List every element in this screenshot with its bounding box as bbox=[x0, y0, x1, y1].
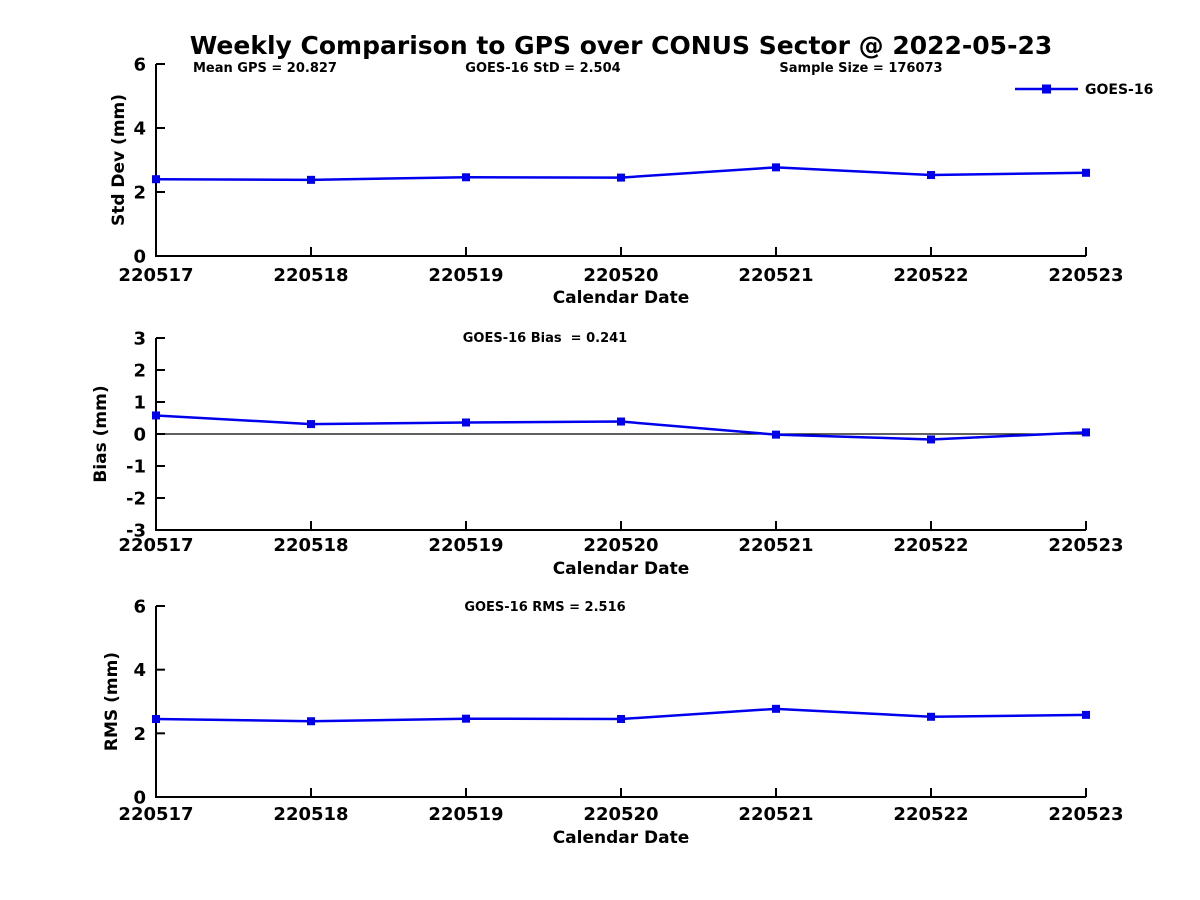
x-axis-label: Calendar Date bbox=[553, 559, 690, 579]
x-tick-label: 220521 bbox=[738, 535, 813, 556]
data-point-marker bbox=[152, 411, 160, 420]
data-point-marker bbox=[307, 717, 315, 726]
legend-marker-icon bbox=[1042, 84, 1051, 94]
data-point-marker bbox=[462, 418, 470, 427]
data-point-marker bbox=[772, 430, 780, 439]
y-tick-label: 4 bbox=[133, 660, 146, 681]
legend-label: GOES-16 bbox=[1085, 82, 1153, 98]
y-tick-label: 4 bbox=[133, 119, 146, 140]
data-point-marker bbox=[307, 175, 315, 184]
data-point-marker bbox=[927, 171, 935, 180]
x-tick-label: 220518 bbox=[273, 265, 348, 286]
data-point-marker bbox=[617, 715, 625, 724]
y-tick-label: 0 bbox=[133, 788, 146, 809]
x-tick-label: 220517 bbox=[118, 265, 193, 286]
chart-title: Weekly Comparison to GPS over CONUS Sect… bbox=[189, 31, 1053, 60]
data-point-marker bbox=[927, 435, 935, 444]
x-tick-label: 220520 bbox=[583, 804, 658, 825]
y-tick-label: -2 bbox=[126, 489, 146, 510]
x-tick-label: 220522 bbox=[893, 535, 968, 556]
y-tick-label: 2 bbox=[133, 183, 146, 204]
annotation: Sample Size = 176073 bbox=[779, 61, 942, 76]
annotation: GOES-16 StD = 2.504 bbox=[465, 61, 620, 76]
data-point-marker bbox=[617, 173, 625, 182]
x-tick-label: 220523 bbox=[1048, 265, 1123, 286]
data-point-marker bbox=[1082, 710, 1090, 719]
y-tick-label: 6 bbox=[133, 597, 146, 618]
x-tick-label: 220519 bbox=[428, 535, 503, 556]
x-tick-label: 220520 bbox=[583, 535, 658, 556]
x-tick-label: 220523 bbox=[1048, 535, 1123, 556]
subplot-rms: 0 2 4 6 220517 220518 220519 220520 220521 220522… bbox=[102, 597, 1124, 849]
y-axis-label: Std Dev (mm) bbox=[109, 94, 129, 226]
y-tick-label: -1 bbox=[126, 457, 146, 478]
data-point-marker bbox=[617, 417, 625, 426]
data-point-marker bbox=[462, 173, 470, 182]
y-tick-label: 0 bbox=[133, 425, 146, 446]
legend: GOES-16 bbox=[1015, 82, 1153, 98]
x-tick-label: 220519 bbox=[428, 804, 503, 825]
y-tick-label: 3 bbox=[133, 329, 146, 350]
data-point-marker bbox=[772, 704, 780, 713]
data-point-marker bbox=[1082, 168, 1090, 177]
data-point-marker bbox=[152, 175, 160, 184]
x-tick-label: 220523 bbox=[1048, 804, 1123, 825]
y-axis-label: Bias (mm) bbox=[91, 385, 111, 482]
y-tick-label: 2 bbox=[133, 361, 146, 382]
subplot-std-dev: 0 2 4 6 220517 220518 220519 220520 220521 220522… bbox=[109, 55, 1124, 309]
x-tick-label: 220520 bbox=[583, 265, 658, 286]
x-tick-label: 220521 bbox=[738, 804, 813, 825]
data-point-marker bbox=[772, 163, 780, 172]
y-tick-label: 1 bbox=[133, 393, 146, 414]
x-tick-label: 220522 bbox=[893, 804, 968, 825]
y-tick-label: -3 bbox=[126, 521, 146, 542]
x-tick-label: 220522 bbox=[893, 265, 968, 286]
x-tick-label: 220519 bbox=[428, 265, 503, 286]
data-point-marker bbox=[1082, 428, 1090, 437]
annotation: Mean GPS = 20.827 bbox=[193, 61, 337, 76]
annotation: GOES-16 Bias = 0.241 bbox=[463, 331, 627, 346]
axis-frame bbox=[155, 606, 1086, 798]
y-tick-label: 2 bbox=[133, 724, 146, 745]
data-point-marker bbox=[927, 712, 935, 721]
y-tick-label: 0 bbox=[133, 247, 146, 268]
data-point-marker bbox=[152, 715, 160, 724]
annotation: GOES-16 RMS = 2.516 bbox=[464, 600, 625, 615]
x-tick-label: 220517 bbox=[118, 804, 193, 825]
x-axis-label: Calendar Date bbox=[553, 288, 690, 308]
y-tick-label: 6 bbox=[133, 55, 146, 76]
subplot-bias: -3 -2 -1 0 1 2 3 220517 220518 220519 220520 220521… bbox=[91, 329, 1124, 580]
x-tick-label: 220518 bbox=[273, 804, 348, 825]
x-axis-label: Calendar Date bbox=[553, 828, 690, 848]
data-point-marker bbox=[462, 714, 470, 723]
axis-frame bbox=[155, 64, 1086, 257]
y-axis-label: RMS (mm) bbox=[102, 652, 122, 751]
data-point-marker bbox=[307, 420, 315, 429]
x-tick-label: 220517 bbox=[118, 535, 193, 556]
x-tick-label: 220521 bbox=[738, 265, 813, 286]
x-tick-label: 220518 bbox=[273, 535, 348, 556]
